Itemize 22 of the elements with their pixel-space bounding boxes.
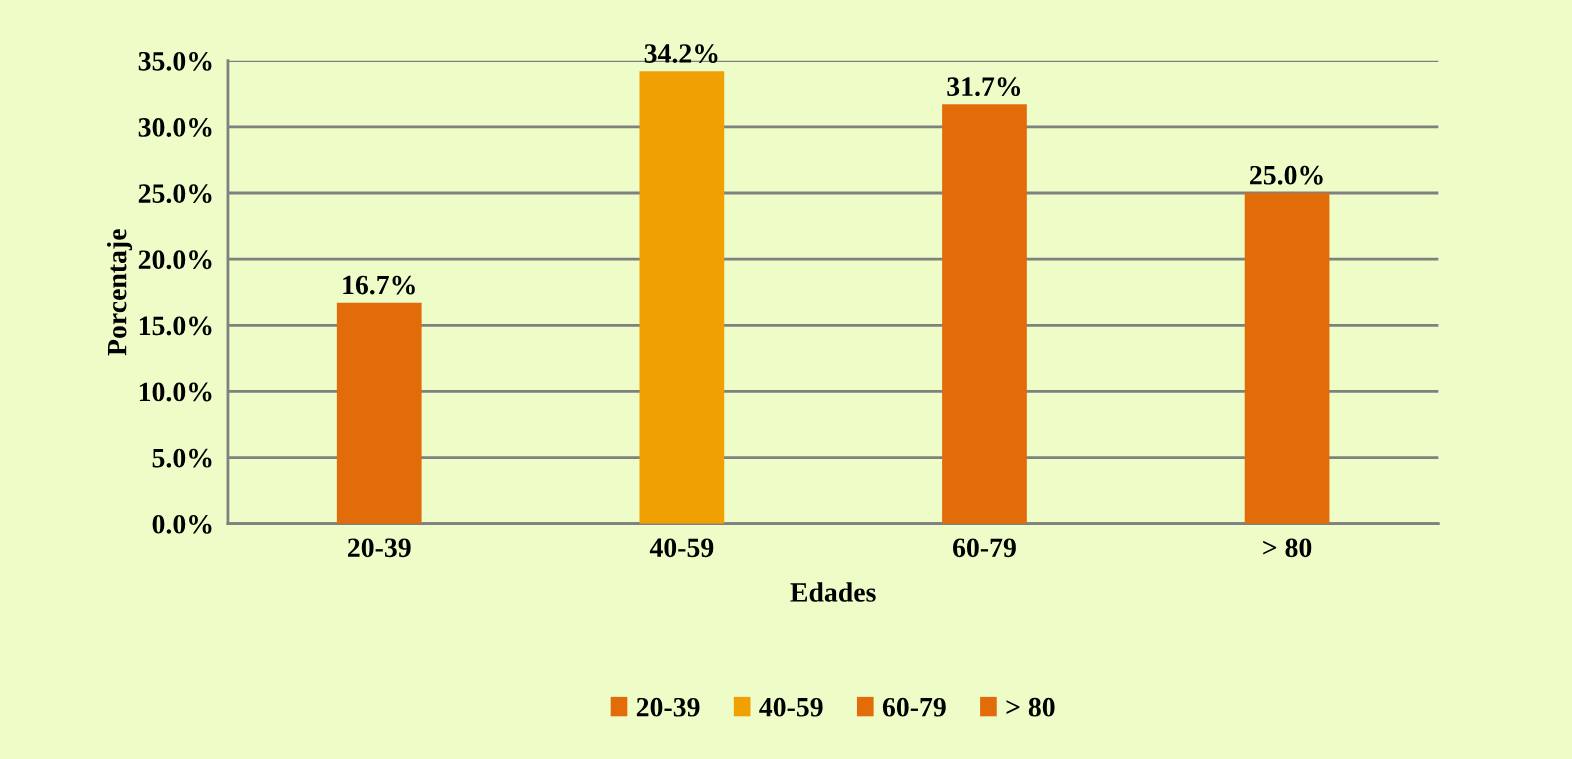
legend-label: 20-39 — [636, 697, 700, 717]
y-tick-label: 0.0% — [152, 514, 212, 534]
y-tick-label: 35.0% — [138, 51, 212, 71]
x-tick-label: > 80 — [1263, 538, 1312, 558]
y-tick-label: 20.0% — [138, 250, 212, 270]
y-tick-label: 25.0% — [138, 184, 212, 204]
x-tick-label: 20-39 — [348, 538, 411, 558]
data-label: 31.7% — [947, 77, 1021, 97]
data-label: 25.0% — [1250, 165, 1323, 185]
y-axis-title: Porcentaje — [106, 229, 133, 356]
y-tick-label: 10.0% — [139, 382, 212, 402]
x-tick-label: 60-79 — [953, 538, 1016, 558]
x-axis-title: Edades — [790, 582, 876, 602]
data-label: 16.7% — [343, 275, 415, 295]
legend-label: 40-59 — [759, 697, 823, 717]
y-tick-label: 15.0% — [139, 316, 212, 336]
legend-label: 60-79 — [882, 697, 946, 717]
y-tick-label: 30.0% — [138, 118, 212, 137]
x-tick-label: 40-59 — [649, 538, 714, 558]
data-label: 34.2% — [644, 44, 718, 63]
legend-label: > 80 — [1006, 697, 1055, 717]
y-tick-label: 5.0% — [152, 448, 212, 468]
